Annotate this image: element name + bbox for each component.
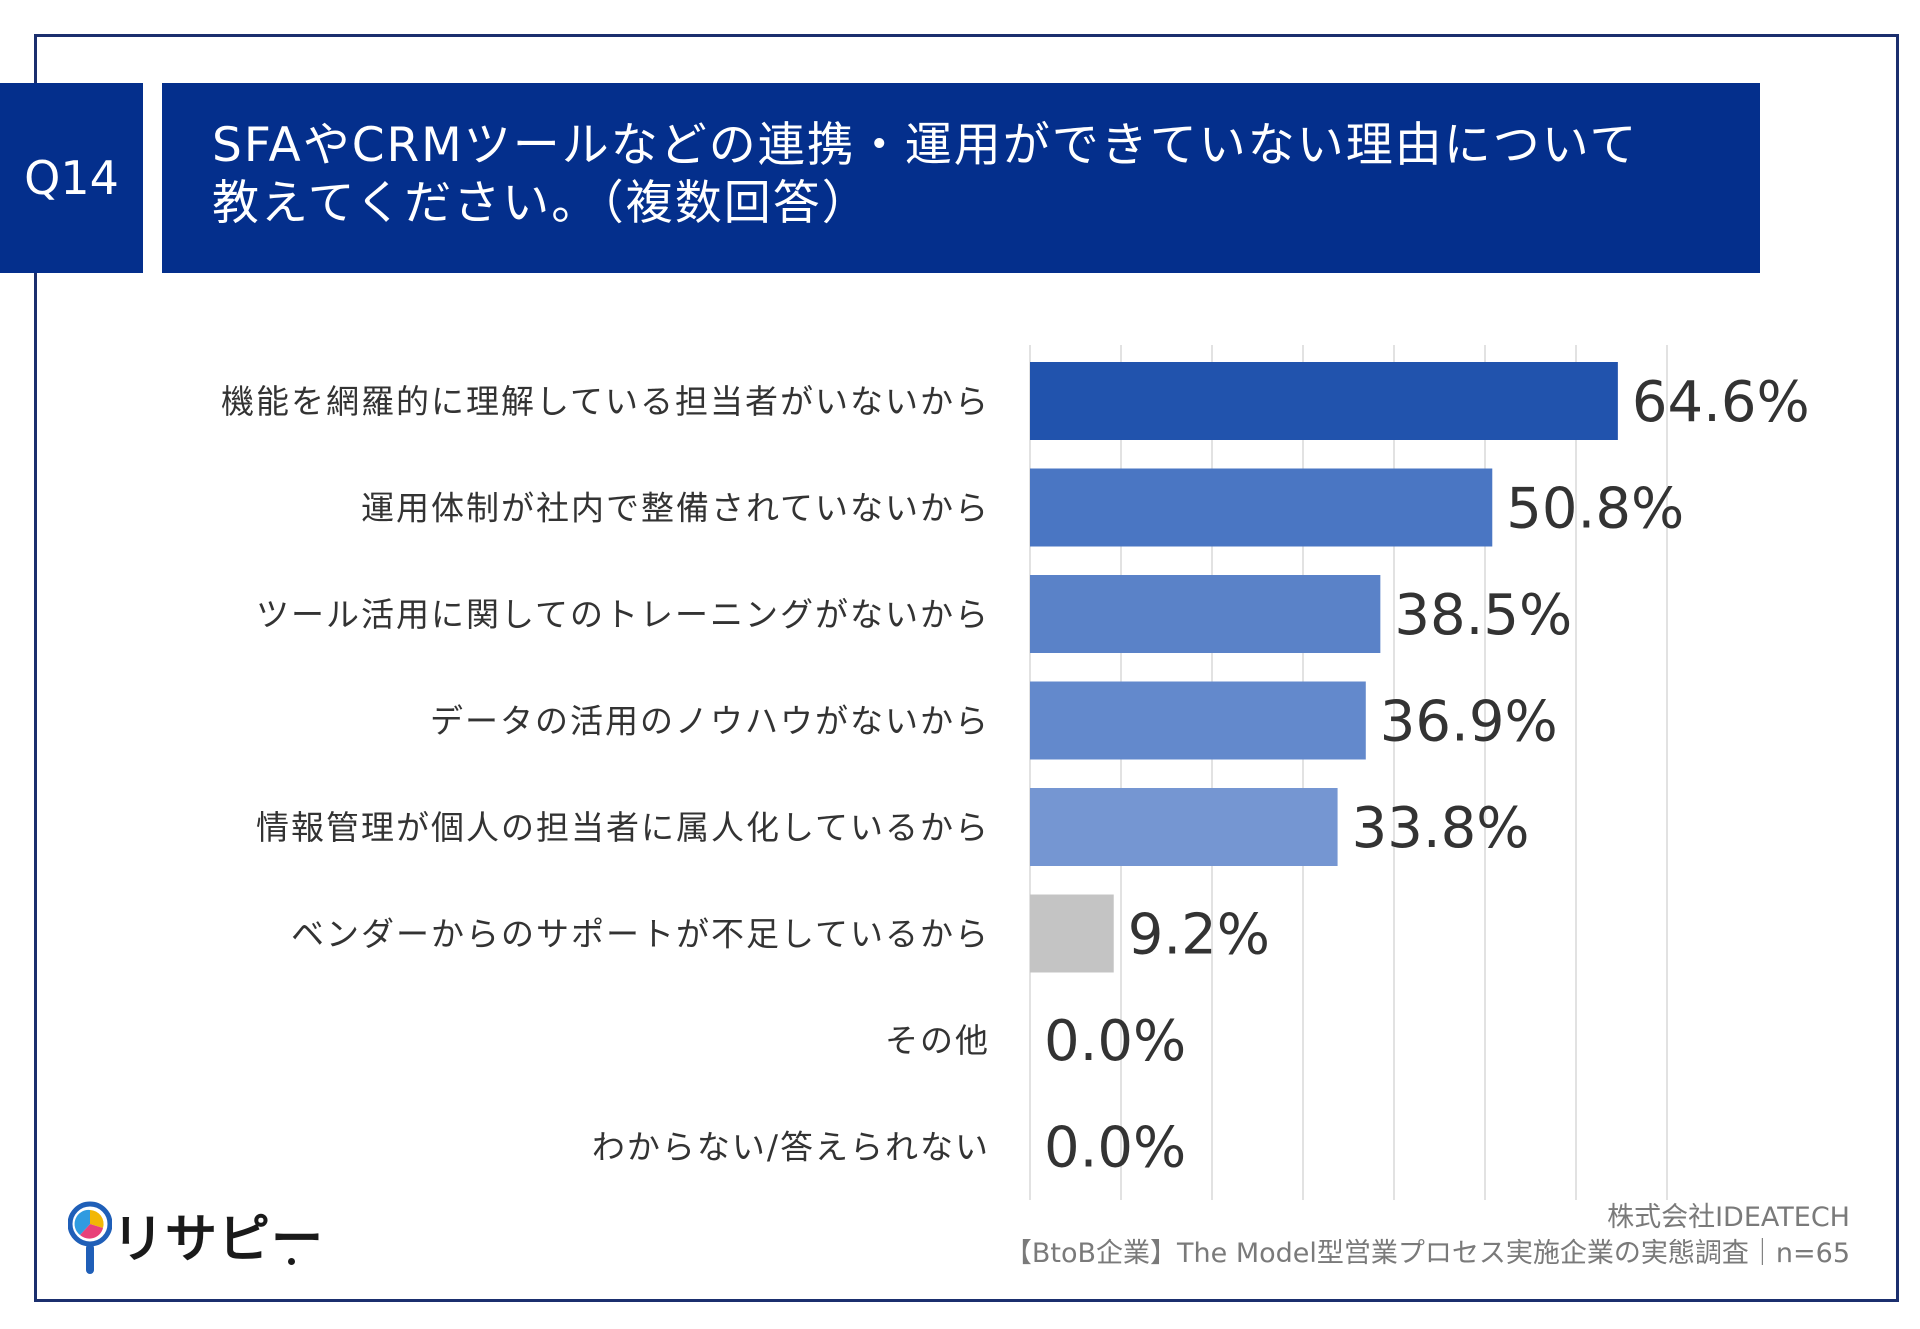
risapy-logo-icon — [68, 1201, 112, 1274]
bar — [1030, 468, 1493, 547]
value-label: 36.9% — [1380, 690, 1558, 755]
category-label: ベンダーからのサポートが不足しているから — [291, 915, 990, 954]
chart-frame — [34, 34, 1899, 1302]
value-label: 33.8% — [1352, 796, 1530, 861]
bar — [1030, 788, 1338, 866]
bar — [1030, 575, 1381, 653]
question-number: Q14 — [0, 83, 143, 273]
category-label: その他 — [885, 1021, 990, 1060]
category-label: データの活用のノウハウがないから — [430, 702, 990, 741]
bar — [1030, 894, 1114, 973]
category-label: 運用体制が社内で整備されていないから — [361, 489, 990, 528]
title-line-2: 教えてください。（複数回答） — [212, 176, 871, 231]
value-label: 0.0% — [1044, 1116, 1186, 1181]
bar — [1030, 681, 1366, 760]
category-label: ツール活用に関してのトレーニングがないから — [256, 595, 990, 634]
source-company: 株式会社IDEATECH — [1607, 1202, 1850, 1233]
value-label: 64.6% — [1632, 370, 1810, 435]
title-line-1: SFAやCRMツールなどの連携・運用ができていない理由について — [212, 118, 1639, 173]
bar — [1030, 362, 1618, 440]
value-label: 50.8% — [1506, 477, 1684, 542]
category-label: 機能を網羅的に理解している担当者がいないから — [221, 382, 990, 421]
source-survey: 【BtoB企業】The Model型営業プロセス実施企業の実態調査｜n=65 — [1004, 1238, 1850, 1269]
category-label: 情報管理が個人の担当者に属人化しているから — [256, 808, 990, 847]
logo-dot — [288, 1258, 295, 1265]
value-label: 9.2% — [1128, 903, 1270, 968]
question-title: SFAやCRMツールなどの連携・運用ができていない理由について 教えてください。… — [162, 83, 1760, 273]
logo-text: リサピー — [112, 1210, 325, 1270]
category-label: わからない/答えられない — [592, 1128, 990, 1167]
value-label: 0.0% — [1044, 1009, 1186, 1074]
value-label: 38.5% — [1394, 583, 1572, 648]
